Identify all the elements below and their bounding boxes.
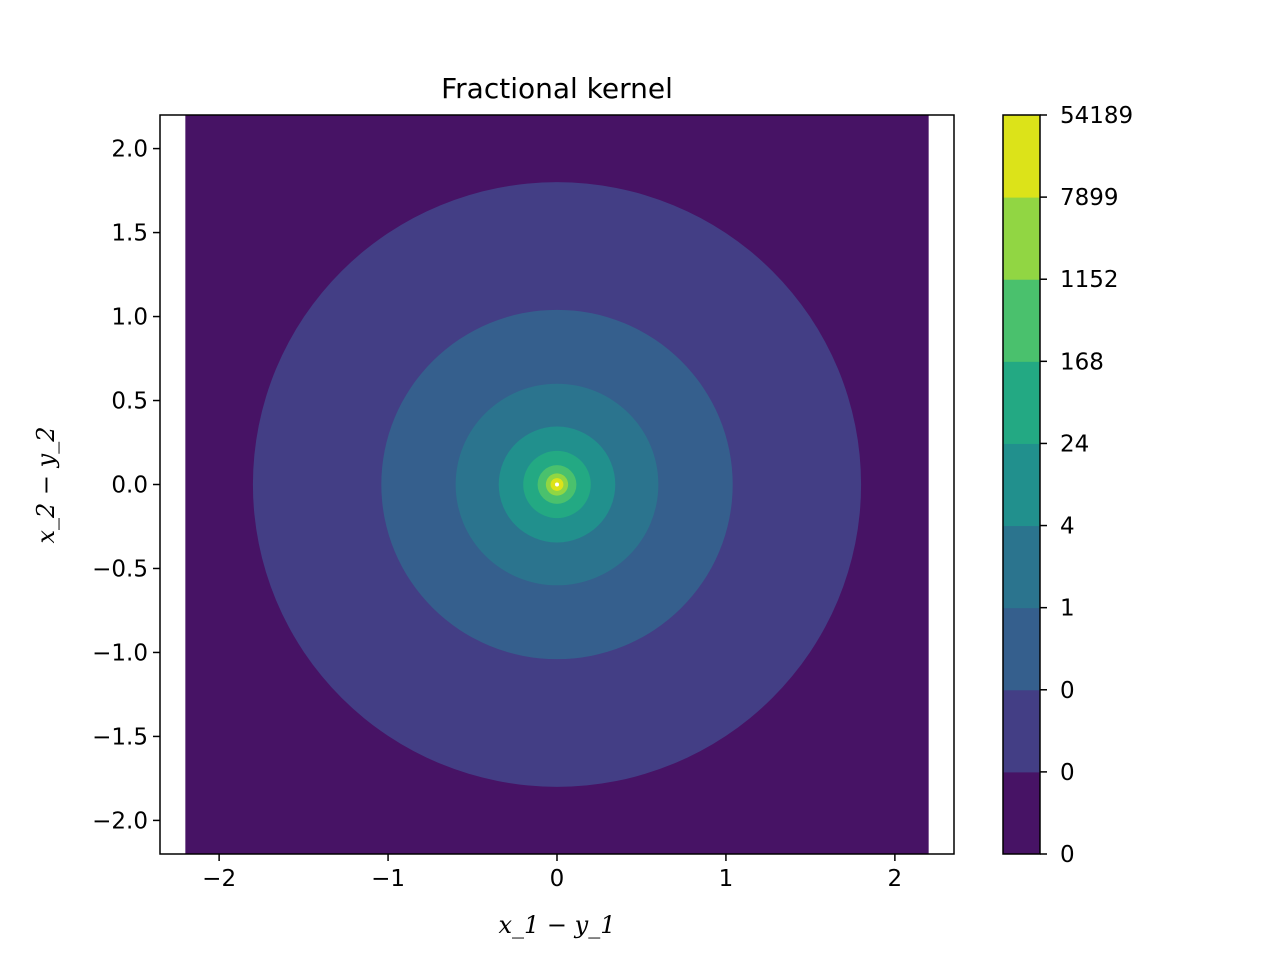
y-tick-label: −0.5 xyxy=(92,556,148,582)
colorbar-tick-label: 0 xyxy=(1060,842,1075,868)
colorbar-tick-label: 1 xyxy=(1060,596,1075,622)
y-tick-label: −1.0 xyxy=(92,640,148,666)
y-tick-label: −2.0 xyxy=(92,808,148,834)
y-axis-label: x_2 − y_2 xyxy=(32,427,60,544)
y-tick-label: −1.5 xyxy=(92,724,148,750)
colorbar-tick-label: 4 xyxy=(1060,514,1075,540)
y-tick-label: 0.5 xyxy=(111,389,148,415)
colorbar-segment xyxy=(1003,115,1040,198)
colorbar-tick-label: 0 xyxy=(1060,678,1075,704)
colorbar: 0 0 0 1 4 24 168 1152 7899 54189 xyxy=(1002,103,1133,868)
colorbar-segment xyxy=(1003,279,1040,362)
y-tick-label: 1.0 xyxy=(111,305,148,331)
x-axis-ticks: −2 −1 0 1 2 xyxy=(202,854,902,892)
colorbar-tick-label: 24 xyxy=(1060,431,1089,457)
colorbar-frame xyxy=(1002,114,1041,855)
contour-peak xyxy=(555,482,559,487)
x-tick-label: 1 xyxy=(719,866,734,892)
colorbar-tick-label: 54189 xyxy=(1060,103,1133,129)
y-tick-label: 2.0 xyxy=(111,137,148,163)
colorbar-segment xyxy=(1003,361,1040,444)
colorbar-segment xyxy=(1003,525,1040,609)
plot-area xyxy=(185,115,929,854)
y-tick-label: 0.0 xyxy=(111,473,148,499)
colorbar-segment xyxy=(1003,443,1040,527)
y-axis-ticks: −2.0 −1.5 −1.0 −0.5 0.0 0.5 1.0 1.5 2.0 xyxy=(92,137,160,834)
colorbar-segment xyxy=(1003,771,1040,855)
colorbar-segment xyxy=(1003,607,1040,691)
x-tick-label: 2 xyxy=(888,866,903,892)
contour-levels xyxy=(252,182,862,787)
x-axis-label: x_1 − y_1 xyxy=(499,911,616,939)
x-tick-label: −1 xyxy=(371,866,405,892)
colorbar-tick-label: 168 xyxy=(1060,349,1104,375)
colorbar-segment xyxy=(1003,689,1040,773)
colorbar-tick-label: 0 xyxy=(1060,760,1075,786)
colorbar-tick-label: 1152 xyxy=(1060,267,1119,293)
x-tick-label: −2 xyxy=(202,866,236,892)
chart-title: Fractional kernel xyxy=(441,72,673,105)
y-tick-label: 1.5 xyxy=(111,221,148,247)
x-tick-label: 0 xyxy=(550,866,565,892)
colorbar-tick-label: 7899 xyxy=(1060,185,1119,211)
colorbar-segment xyxy=(1003,197,1040,280)
